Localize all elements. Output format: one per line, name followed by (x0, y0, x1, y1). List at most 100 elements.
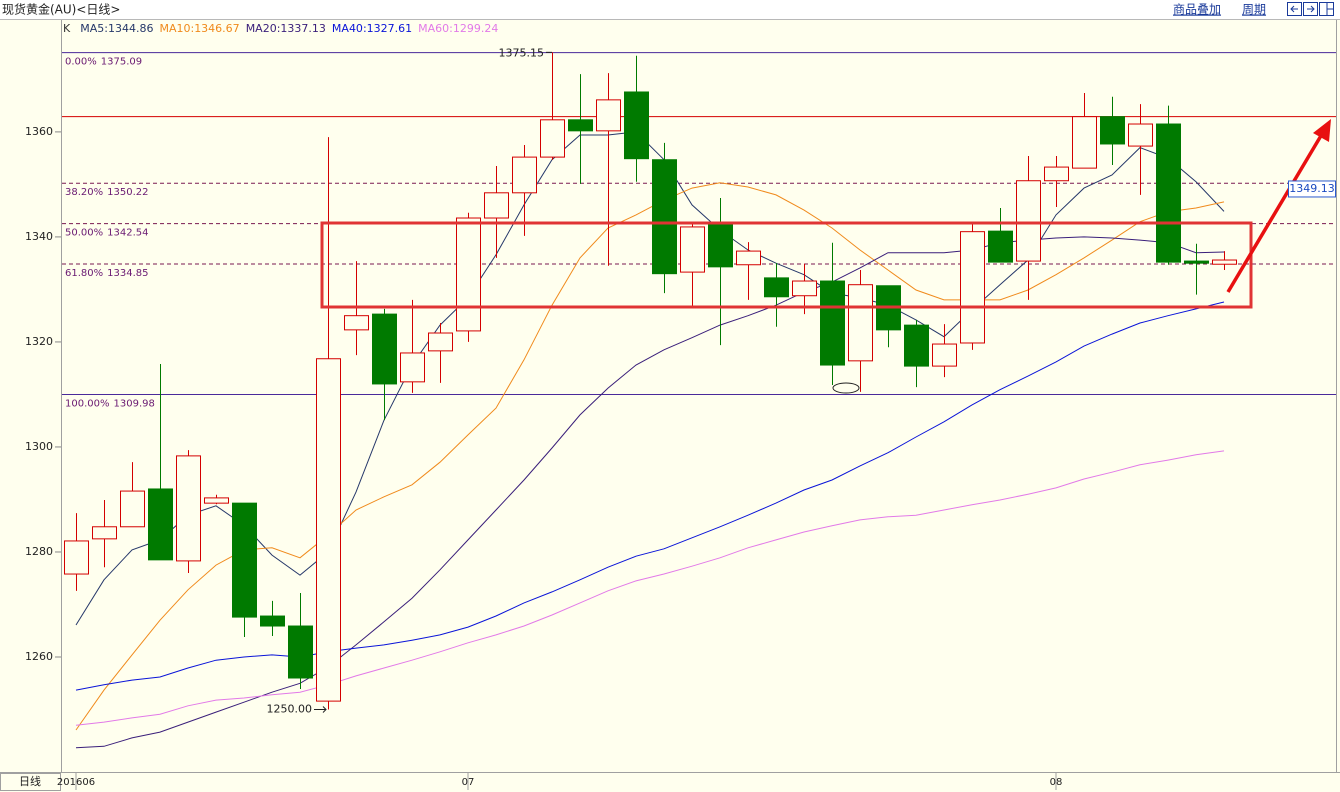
fib-value: 1334.85 (107, 268, 148, 279)
candle-body (176, 455, 201, 562)
legend-sep: : (363, 22, 367, 35)
y-tick-label: 1300 (25, 440, 53, 453)
overlay-button[interactable]: 商品叠加 (1173, 2, 1221, 17)
candle-body (764, 277, 789, 298)
candle-body (260, 615, 285, 627)
legend-name: MA40 (332, 22, 363, 35)
candle-body (680, 226, 705, 273)
fib-value: 1375.09 (101, 57, 142, 68)
candle-body (932, 343, 957, 367)
trend-arrow-head (1313, 119, 1331, 142)
legend: K MA5:1344.86 MA10:1346.67 MA20:1337.13 MA40… (63, 22, 498, 35)
candle-body (120, 490, 145, 528)
price-tag: 1349.13 (1289, 182, 1335, 195)
candle-body (512, 156, 537, 194)
fib-ratio: 0.00% (65, 57, 97, 68)
fib-ratio: 38.20% (65, 187, 103, 198)
ma-line (75, 301, 1225, 691)
highlight-box (320, 221, 1253, 309)
candle-body (428, 332, 453, 352)
candle-body (1100, 116, 1125, 145)
candle-body (372, 313, 397, 385)
legend-value: 1327.61 (367, 22, 413, 35)
plot: 1260 1280 1300 1320 1340 1360 0.00% 1375.09 38.2… (25, 46, 1336, 749)
legend-sep: : (277, 22, 281, 35)
legend-prefix: K (63, 22, 71, 35)
candle-body (204, 497, 229, 504)
low-mark-label: 1250.00 (267, 703, 313, 716)
candle-body (540, 119, 565, 158)
legend-name: MA60 (418, 22, 449, 35)
candle-body (820, 280, 845, 366)
candle-body (484, 192, 509, 219)
fib-label: 0.00% 1375.09 (65, 57, 142, 68)
legend-sep: : (190, 22, 194, 35)
candle-body (848, 284, 873, 362)
fib-ratio: 61.80% (65, 268, 103, 279)
candle-body (960, 231, 985, 344)
candle-body (344, 315, 369, 331)
y-tick-label: 1340 (25, 230, 53, 243)
legend-name: MA10 (159, 22, 190, 35)
candle-body (1156, 123, 1181, 263)
fib-value: 1350.22 (107, 187, 148, 198)
fib-label: 100.00% 1309.98 (65, 399, 155, 410)
legend-value: 1344.86 (108, 22, 154, 35)
fib-value: 1342.54 (107, 228, 148, 239)
candle-body (568, 119, 593, 132)
candle-body (988, 230, 1013, 263)
period-label: 日线 (19, 774, 41, 788)
high-mark-label: 1375.15 (499, 46, 545, 59)
candle-body (316, 358, 341, 702)
candle-body (904, 324, 929, 367)
candle-body (1044, 166, 1069, 182)
candle-body (456, 217, 481, 332)
nav-icons (1287, 2, 1334, 16)
candle-body (148, 488, 173, 561)
icon-glyphs (1290, 3, 1333, 15)
low-arrow (314, 706, 327, 713)
fib-value: 1309.98 (114, 399, 155, 410)
candle-body (736, 250, 761, 266)
y-tick-label: 1360 (25, 125, 53, 138)
period-button[interactable]: 周期 (1242, 3, 1266, 17)
candle-body (288, 625, 313, 679)
ma-line (75, 182, 1225, 731)
chart-title: 现货黄金(AU)<日线> (2, 2, 120, 17)
legend-sep: : (104, 22, 108, 35)
ma-line (75, 450, 1225, 726)
candle-body (1128, 123, 1153, 147)
legend-sep: : (449, 22, 453, 35)
legend-value: 1346.67 (194, 22, 240, 35)
legend-value: 1299.24 (453, 22, 499, 35)
trend-arrow (1226, 133, 1324, 293)
header-bar (0, 0, 1340, 19)
y-tick-label: 1320 (25, 335, 53, 348)
candle-body (1184, 260, 1209, 264)
candle-body (232, 502, 257, 618)
y-tick-label: 1280 (25, 545, 53, 558)
fib-label: 38.20% 1350.22 (65, 187, 149, 198)
candle-body (596, 99, 621, 132)
fib-label: 61.80% 1334.85 (65, 268, 149, 279)
fib-ratio: 50.00% (65, 228, 103, 239)
candle-body (1072, 116, 1097, 169)
candle-body (64, 540, 89, 575)
fib-label: 50.00% 1342.54 (65, 228, 149, 239)
candle-body (652, 159, 677, 275)
ma-line (75, 236, 1225, 749)
candle-body (400, 352, 425, 383)
price-tag-box (1288, 180, 1336, 198)
fib-ratio: 100.00% (65, 399, 110, 410)
y-tick-label: 1260 (25, 650, 53, 663)
low-circle (832, 382, 860, 394)
period-box (0, 773, 61, 791)
candle-body (624, 91, 649, 160)
candle-body (792, 280, 817, 297)
legend-name: MA20 (246, 22, 277, 35)
legend-name: MA5 (80, 22, 104, 35)
legend-value: 1337.13 (280, 22, 326, 35)
candle-body (92, 526, 117, 540)
